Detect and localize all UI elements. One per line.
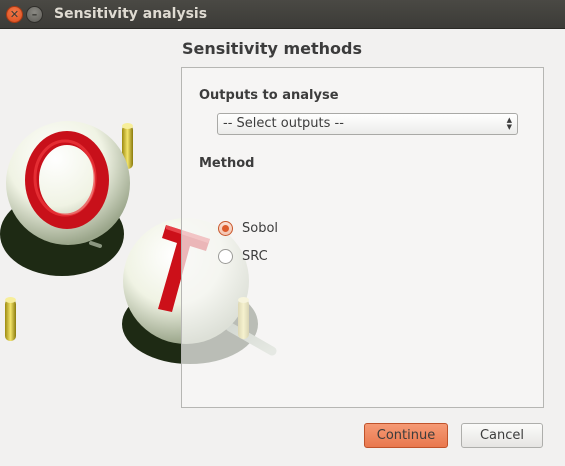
radio-button-checked[interactable]	[218, 220, 233, 236]
radio-sobol-label: Sobol	[242, 220, 279, 236]
section-title: Sensitivity methods	[182, 39, 362, 58]
close-icon[interactable]: ✕	[6, 6, 23, 23]
radio-src-label: SRC	[242, 248, 268, 264]
minimize-icon[interactable]: –	[26, 6, 43, 23]
outputs-select-value: -- Select outputs --	[223, 116, 344, 131]
method-label: Method	[199, 156, 255, 171]
radio-sobol[interactable]: Sobol	[218, 218, 278, 238]
title-bar: ✕ – Sensitivity analysis	[0, 0, 565, 29]
methods-panel: Outputs to analyse -- Select outputs -- …	[181, 67, 544, 408]
window-title: Sensitivity analysis	[54, 6, 208, 22]
outputs-select[interactable]: -- Select outputs -- ▲ ▼	[217, 113, 518, 135]
chevron-updown-icon: ▲ ▼	[506, 116, 512, 131]
outputs-label: Outputs to analyse	[199, 88, 339, 103]
dialog-content: Sensitivity methods Outputs to analyse -…	[0, 29, 565, 466]
cancel-button[interactable]: Cancel	[461, 423, 543, 448]
continue-button[interactable]: Continue	[364, 423, 448, 448]
radio-button[interactable]	[218, 248, 233, 264]
radio-src[interactable]: SRC	[218, 246, 268, 266]
